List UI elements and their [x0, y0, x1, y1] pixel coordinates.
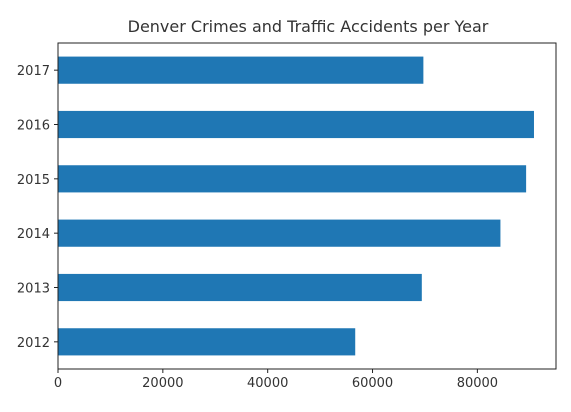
- bar-2013: [58, 273, 422, 302]
- x-tick-label-20000: 20000: [142, 376, 183, 391]
- bar-2016: [58, 110, 534, 139]
- y-tick-label-2014: 2014: [17, 227, 50, 242]
- x-tick-label-80000: 80000: [457, 376, 498, 391]
- chart-title: Denver Crimes and Traffic Accidents per …: [128, 17, 489, 36]
- bar-2015: [58, 165, 527, 193]
- bar-2017: [58, 56, 424, 84]
- bar-2012: [58, 328, 356, 356]
- y-tick-label-2015: 2015: [17, 173, 50, 188]
- plot-area: 2012 2013 2014 2015 2016 2017 0 20000 40000 60000…: [17, 42, 557, 391]
- plot-frame: [57, 42, 557, 370]
- y-tick-label-2016: 2016: [17, 119, 50, 134]
- y-tick-label-2017: 2017: [17, 64, 50, 79]
- y-tick-label-2012: 2012: [17, 336, 50, 351]
- y-tick-label-2013: 2013: [17, 282, 50, 297]
- bar-2014: [58, 219, 501, 247]
- x-tick-label-40000: 40000: [247, 376, 288, 391]
- x-tick-label-60000: 60000: [352, 376, 393, 391]
- x-tick-label-0: 0: [54, 376, 62, 391]
